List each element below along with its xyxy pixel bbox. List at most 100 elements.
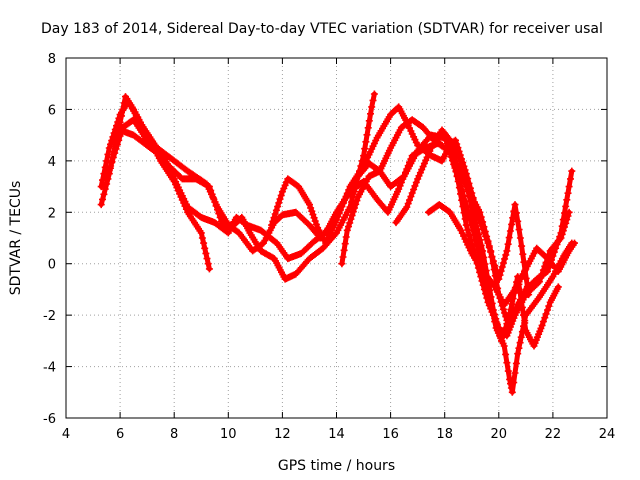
x-axis-label: GPS time / hours — [278, 458, 395, 474]
data-point — [473, 208, 481, 216]
data-point — [197, 229, 205, 237]
data-point — [100, 190, 108, 198]
data-point — [341, 196, 349, 204]
data-point — [501, 255, 509, 263]
data-point — [408, 189, 416, 197]
data-point — [507, 380, 514, 388]
data-point — [104, 150, 112, 158]
data-point — [452, 136, 459, 144]
data-point — [203, 255, 211, 263]
data-point — [475, 231, 482, 238]
data-point — [343, 226, 351, 234]
data-point — [508, 388, 516, 396]
data-point — [306, 201, 313, 209]
data-point — [412, 178, 420, 186]
data-point — [517, 333, 525, 341]
data-point — [521, 319, 529, 327]
data-point — [563, 196, 571, 204]
data-point — [403, 203, 411, 211]
data-point — [453, 140, 461, 148]
data-point — [523, 283, 531, 290]
data-point — [568, 167, 576, 175]
y-tick-label: 0 — [48, 258, 56, 273]
data-point — [340, 246, 348, 254]
data-point — [505, 234, 513, 242]
data-point — [491, 262, 499, 270]
data-point — [311, 217, 319, 225]
data-point — [364, 124, 372, 132]
data-point — [498, 263, 506, 271]
data-point — [458, 155, 465, 163]
data-point — [406, 158, 413, 166]
data-point — [471, 199, 478, 207]
data-point — [541, 314, 549, 322]
data-point — [458, 196, 466, 204]
data-point — [108, 158, 116, 166]
data-point — [479, 281, 487, 289]
data-point — [103, 175, 111, 183]
data-point — [445, 135, 453, 143]
data-point — [335, 209, 343, 217]
data-point — [348, 211, 356, 219]
y-tick-label: 2 — [48, 206, 56, 221]
data-point — [312, 220, 320, 228]
data-point — [480, 253, 488, 261]
x-tick-label: 22 — [545, 427, 562, 442]
data-point — [557, 234, 565, 242]
data-point — [205, 265, 213, 273]
data-point — [107, 162, 115, 170]
data-point — [110, 129, 118, 137]
data-point — [451, 162, 459, 170]
data-point — [109, 153, 117, 161]
data-point — [200, 239, 208, 247]
data-point — [515, 344, 523, 352]
data-point — [277, 191, 285, 199]
data-point — [347, 215, 355, 223]
data-point — [105, 166, 113, 174]
data-point — [310, 214, 318, 222]
data-point — [309, 211, 317, 218]
data-point — [474, 212, 482, 220]
data-point — [461, 215, 469, 223]
data-point — [477, 241, 485, 249]
data-point — [341, 240, 349, 248]
data-point — [399, 175, 407, 183]
data-point — [500, 342, 508, 350]
x-tick-label: 20 — [491, 427, 508, 442]
data-point — [270, 214, 278, 222]
data-point — [564, 212, 572, 220]
data-point — [469, 194, 477, 202]
data-point — [508, 300, 516, 308]
data-point — [559, 227, 567, 235]
data-point — [367, 110, 374, 118]
data-point — [515, 226, 523, 234]
data-point — [564, 189, 572, 197]
data-point — [539, 318, 547, 326]
data-point — [337, 206, 345, 214]
series-layer — [97, 90, 578, 396]
data-point — [202, 249, 210, 257]
data-point — [448, 152, 456, 160]
data-point — [347, 198, 355, 206]
data-point — [491, 310, 498, 318]
data-point — [397, 179, 405, 186]
data-point — [271, 210, 279, 218]
data-point — [114, 118, 122, 126]
data-point — [307, 204, 315, 212]
data-point — [113, 122, 120, 130]
data-point — [308, 207, 316, 215]
data-point — [479, 225, 487, 233]
data-point — [487, 248, 495, 256]
data-point — [488, 299, 496, 307]
data-point — [407, 193, 415, 200]
data-point — [338, 203, 346, 211]
data-point — [556, 235, 564, 243]
data-point — [274, 203, 282, 211]
data-point — [512, 209, 520, 217]
data-point — [272, 206, 280, 214]
data-point — [517, 296, 525, 304]
data-point — [492, 315, 500, 323]
data-point — [480, 229, 488, 237]
data-point — [198, 234, 206, 242]
data-point — [496, 271, 504, 279]
